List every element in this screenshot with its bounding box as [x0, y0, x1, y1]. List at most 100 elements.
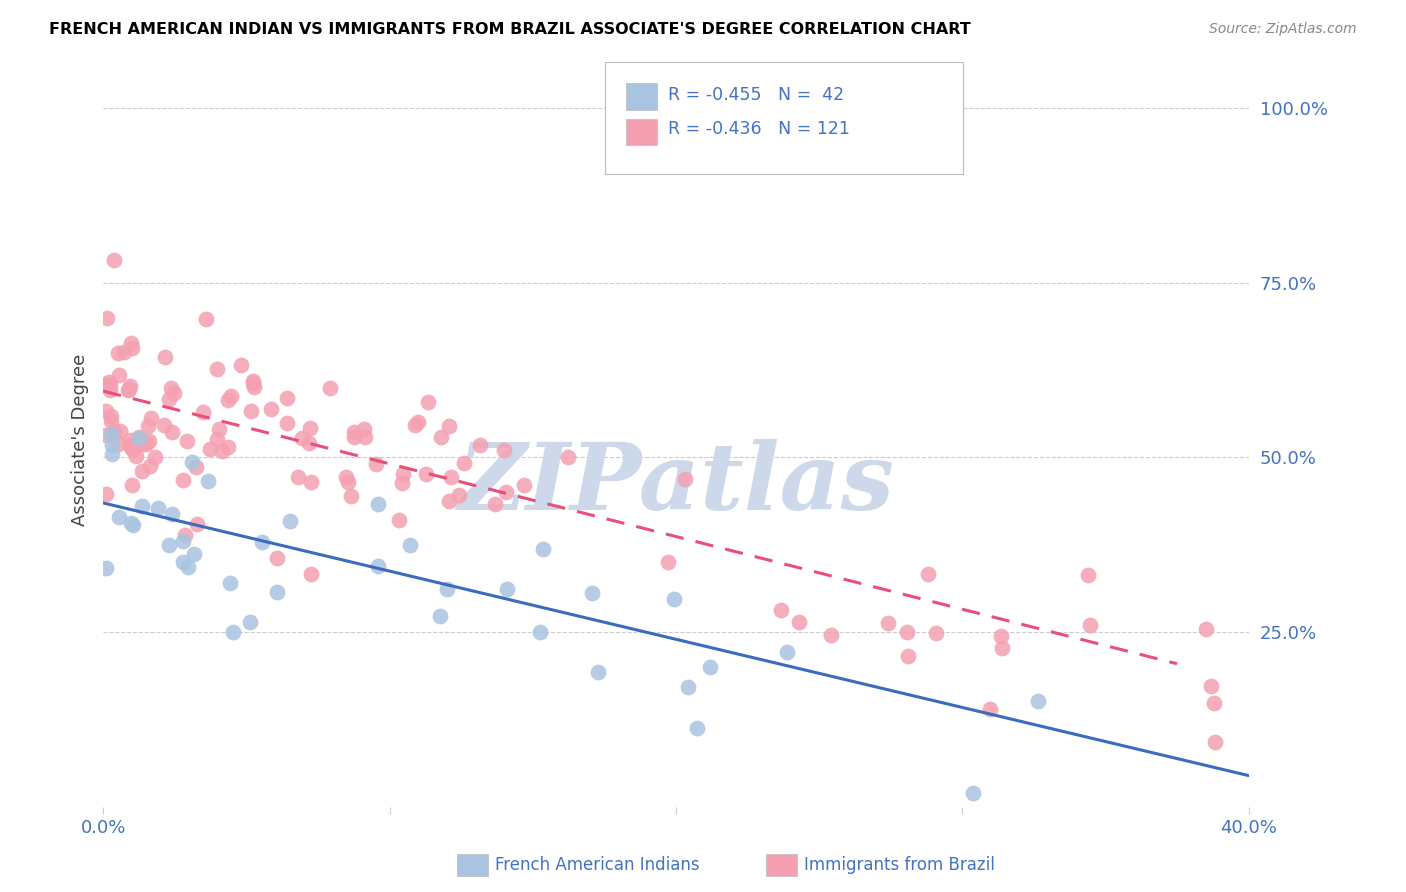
Point	[339, 489, 361, 503]
Point	[391, 476, 413, 491]
Point	[1026, 694, 1049, 708]
Point	[447, 488, 470, 502]
Point	[581, 586, 603, 600]
Point	[468, 438, 491, 452]
Point	[1202, 696, 1225, 710]
Point	[100, 409, 122, 423]
Point	[415, 467, 437, 482]
Point	[990, 629, 1012, 643]
Point	[157, 538, 180, 552]
Point	[678, 680, 700, 694]
Point	[135, 436, 157, 450]
Point	[121, 341, 143, 355]
Point	[138, 434, 160, 448]
Point	[250, 535, 273, 549]
Point	[184, 459, 207, 474]
Point	[120, 434, 142, 448]
Point	[337, 475, 360, 489]
Point	[177, 559, 200, 574]
Point	[108, 424, 131, 438]
Point	[152, 418, 174, 433]
Point	[436, 582, 458, 596]
Point	[208, 422, 231, 436]
Point	[557, 450, 579, 464]
Y-axis label: Associate's Degree: Associate's Degree	[72, 354, 89, 526]
Point	[112, 345, 135, 359]
Point	[103, 424, 125, 438]
Point	[139, 458, 162, 473]
Point	[101, 446, 124, 460]
Point	[94, 560, 117, 574]
Point	[276, 391, 298, 405]
Point	[100, 414, 122, 428]
Point	[260, 401, 283, 416]
Point	[278, 514, 301, 528]
Point	[143, 450, 166, 465]
Point	[94, 404, 117, 418]
Point	[266, 550, 288, 565]
Point	[100, 437, 122, 451]
Text: FRENCH AMERICAN INDIAN VS IMMIGRANTS FROM BRAZIL ASSOCIATE'S DEGREE CORRELATION : FRENCH AMERICAN INDIAN VS IMMIGRANTS FRO…	[49, 22, 972, 37]
Point	[197, 474, 219, 488]
Point	[121, 442, 143, 457]
Point	[453, 456, 475, 470]
Point	[191, 405, 214, 419]
Point	[298, 421, 321, 435]
Text: R = -0.455   N =  42: R = -0.455 N = 42	[668, 87, 844, 104]
Point	[172, 555, 194, 569]
Point	[108, 368, 131, 383]
Text: Immigrants from Brazil: Immigrants from Brazil	[804, 856, 995, 874]
Point	[776, 645, 799, 659]
Point	[299, 475, 322, 489]
Point	[96, 310, 118, 325]
Point	[136, 418, 159, 433]
Point	[917, 566, 939, 581]
Point	[416, 395, 439, 409]
Point	[124, 449, 146, 463]
Point	[404, 417, 426, 432]
Point	[180, 455, 202, 469]
Point	[222, 624, 245, 639]
Point	[979, 702, 1001, 716]
Point	[176, 434, 198, 449]
Point	[429, 609, 451, 624]
Point	[98, 383, 121, 397]
Point	[211, 443, 233, 458]
Point	[319, 380, 342, 394]
Point	[484, 497, 506, 511]
Point	[367, 558, 389, 573]
Text: ZIPatlas: ZIPatlas	[457, 439, 894, 529]
Point	[962, 786, 984, 800]
Point	[103, 253, 125, 268]
Point	[146, 500, 169, 515]
Point	[364, 458, 387, 472]
Point	[107, 437, 129, 451]
Point	[991, 640, 1014, 655]
Point	[96, 486, 118, 500]
Point	[207, 433, 229, 447]
Point	[153, 350, 176, 364]
Point	[496, 582, 519, 597]
Point	[183, 547, 205, 561]
Point	[673, 472, 696, 486]
Point	[172, 474, 194, 488]
Point	[217, 440, 239, 454]
Point	[172, 534, 194, 549]
Point	[217, 393, 239, 408]
Point	[120, 335, 142, 350]
Point	[1077, 568, 1099, 582]
Point	[398, 538, 420, 552]
Point	[98, 376, 121, 390]
Text: Source: ZipAtlas.com: Source: ZipAtlas.com	[1209, 22, 1357, 37]
Point	[94, 376, 117, 391]
Point	[406, 416, 429, 430]
Point	[354, 430, 377, 444]
Point	[298, 436, 321, 450]
Point	[239, 615, 262, 629]
Point	[128, 431, 150, 445]
Point	[1199, 679, 1222, 693]
Point	[240, 404, 263, 418]
Point	[173, 528, 195, 542]
Point	[276, 417, 298, 431]
Point	[207, 361, 229, 376]
